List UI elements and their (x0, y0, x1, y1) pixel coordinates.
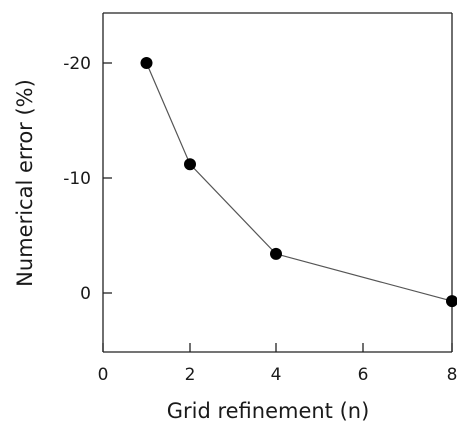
y-tick-label: -10 (63, 169, 91, 189)
data-series (140, 57, 457, 308)
data-point (270, 247, 282, 260)
y-ticks: -20 -10 0 (63, 54, 112, 304)
x-tick-label: 8 (447, 365, 457, 385)
y-axis-title: Numerical error (%) (13, 79, 37, 287)
data-point (184, 158, 196, 171)
x-tick-label: 0 (98, 365, 109, 385)
x-tick-label: 6 (358, 365, 369, 385)
x-tick-label: 2 (185, 365, 196, 385)
x-ticks: 0 2 4 6 8 (98, 343, 457, 385)
plot-frame (102, 12, 453, 353)
data-point (446, 295, 457, 308)
x-axis-title: Grid refinement (n) (167, 399, 370, 423)
y-tick-label: -20 (63, 54, 91, 74)
series-line (145, 62, 453, 302)
data-point (140, 57, 153, 69)
y-tick-label: 0 (80, 284, 91, 304)
x-tick-label: 4 (271, 365, 282, 385)
